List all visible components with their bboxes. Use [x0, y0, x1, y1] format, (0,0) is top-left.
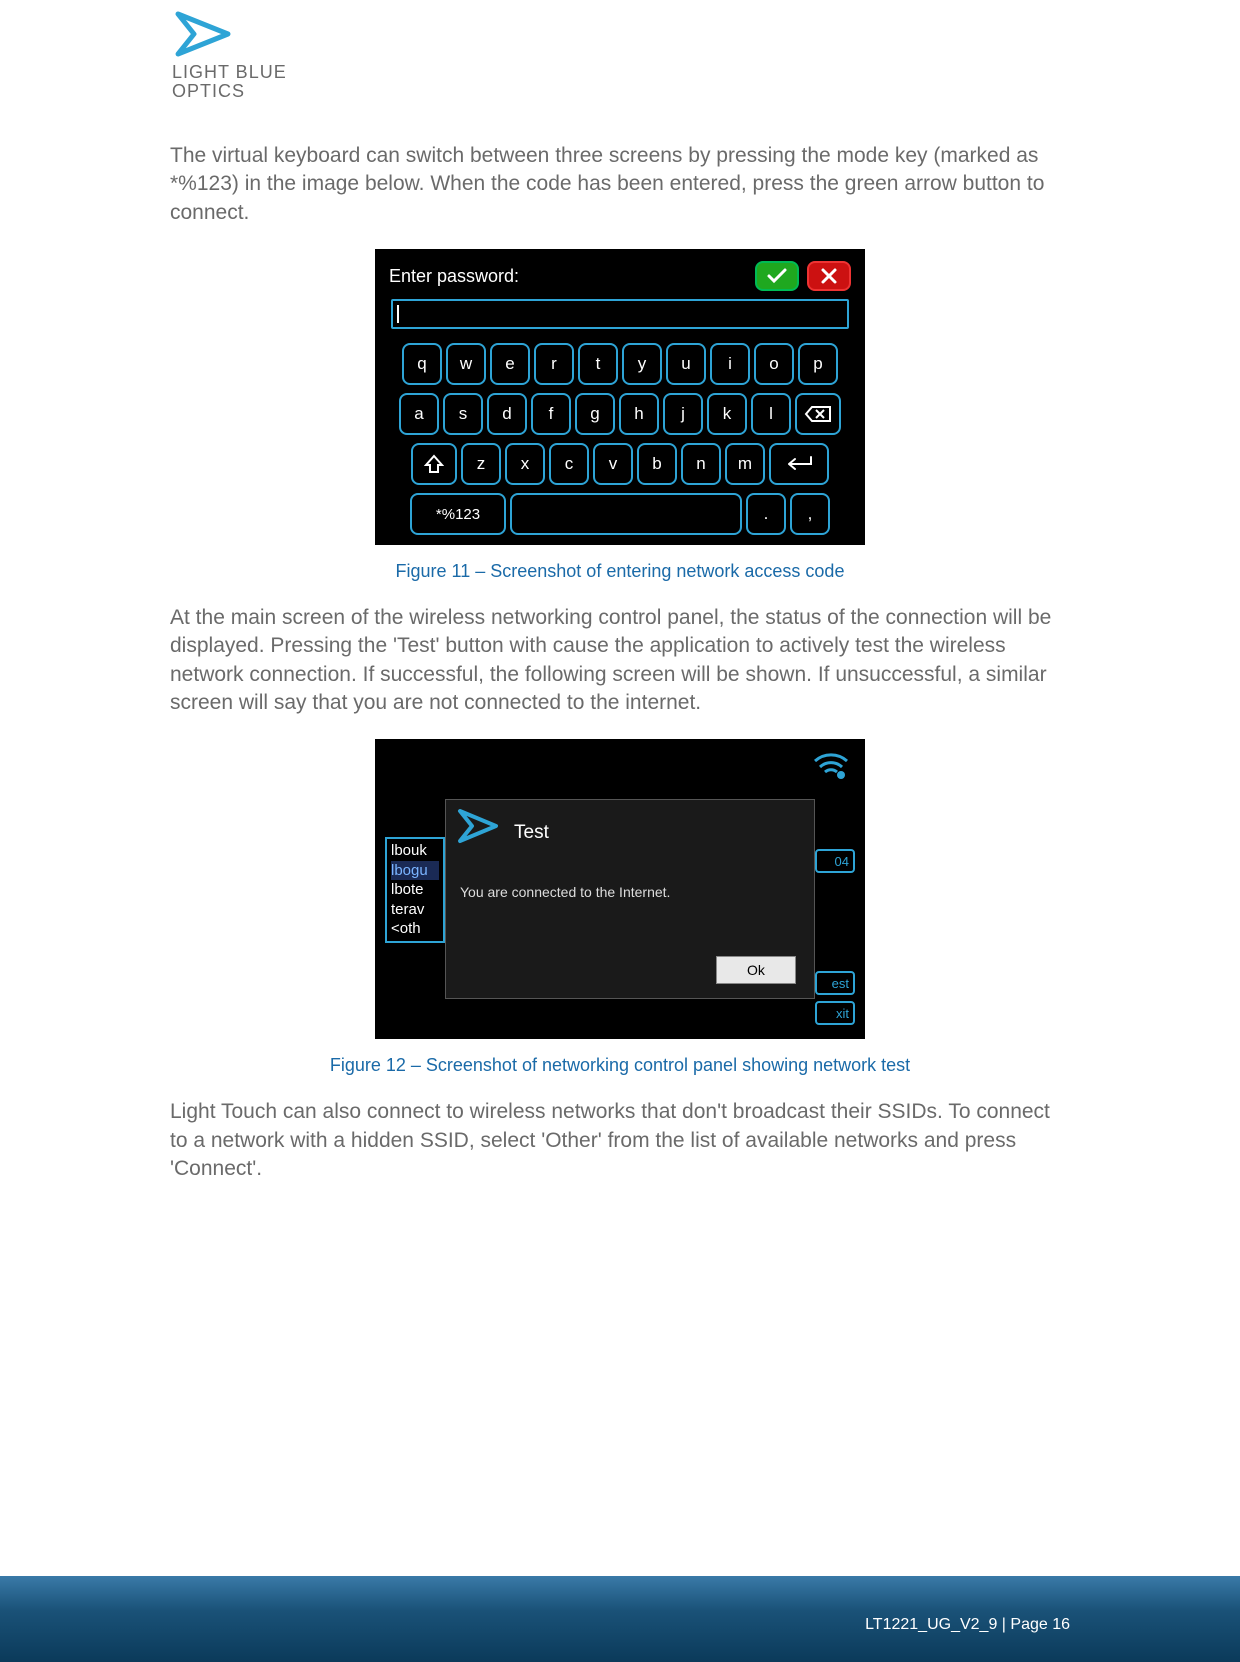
password-input[interactable] — [391, 299, 849, 329]
key-space[interactable] — [510, 493, 742, 535]
enter-icon — [781, 455, 817, 473]
logo-play-icon — [172, 10, 242, 58]
ok-button[interactable]: Ok — [716, 956, 796, 984]
keyboard-row-1: q w e r t y u i o p — [402, 343, 838, 385]
key-d[interactable]: d — [487, 393, 527, 435]
dialog-message: You are connected to the Internet. — [460, 884, 670, 900]
key-r[interactable]: r — [534, 343, 574, 385]
key-k[interactable]: k — [707, 393, 747, 435]
figure-11-caption: Figure 11 – Screenshot of entering netwo… — [170, 561, 1070, 582]
network-item[interactable]: lbote — [391, 880, 439, 900]
network-item[interactable]: lbouk — [391, 841, 439, 861]
key-e[interactable]: e — [490, 343, 530, 385]
paragraph-1: The virtual keyboard can switch between … — [170, 142, 1070, 227]
keyboard-row-2: a s d f g h j k l — [399, 393, 841, 435]
document-page: LIGHT BLUE OPTICS The virtual keyboard c… — [0, 0, 1240, 1183]
test-dialog: Test You are connected to the Internet. … — [445, 799, 815, 999]
keyboard-row-4: *%123 . , — [410, 493, 830, 535]
company-logo: LIGHT BLUE OPTICS — [172, 10, 1070, 102]
key-comma[interactable]: , — [790, 493, 830, 535]
key-h[interactable]: h — [619, 393, 659, 435]
key-j[interactable]: j — [663, 393, 703, 435]
cancel-button[interactable] — [807, 261, 851, 291]
key-x[interactable]: x — [505, 443, 545, 485]
key-v[interactable]: v — [593, 443, 633, 485]
partial-button-exit[interactable]: xit — [815, 1001, 855, 1025]
network-item-selected[interactable]: lbogu — [391, 861, 439, 881]
partial-button-test[interactable]: est — [815, 971, 855, 995]
doc-id: LT1221_UG_V2_9 — [865, 1616, 997, 1633]
key-u[interactable]: u — [666, 343, 706, 385]
key-y[interactable]: y — [622, 343, 662, 385]
paragraph-2: At the main screen of the wireless netwo… — [170, 604, 1070, 717]
page-footer: LT1221_UG_V2_9 | Page 16 — [0, 1576, 1240, 1662]
key-p[interactable]: p — [798, 343, 838, 385]
key-f[interactable]: f — [531, 393, 571, 435]
dialog-logo-icon — [456, 808, 504, 849]
key-mode[interactable]: *%123 — [410, 493, 506, 535]
backspace-icon — [804, 405, 832, 423]
key-n[interactable]: n — [681, 443, 721, 485]
key-l[interactable]: l — [751, 393, 791, 435]
partial-label-top: 04 — [815, 849, 855, 873]
page-number: Page 16 — [1010, 1616, 1070, 1633]
key-t[interactable]: t — [578, 343, 618, 385]
logo-line1: LIGHT BLUE — [172, 62, 1070, 83]
close-icon — [820, 267, 838, 285]
network-item[interactable]: <oth — [391, 919, 439, 939]
shift-icon — [424, 454, 444, 474]
key-o[interactable]: o — [754, 343, 794, 385]
footer-text: LT1221_UG_V2_9 | Page 16 — [865, 1616, 1070, 1634]
figure-12-caption: Figure 12 – Screenshot of networking con… — [170, 1055, 1070, 1076]
network-item[interactable]: terav — [391, 900, 439, 920]
paragraph-3: Light Touch can also connect to wireless… — [170, 1098, 1070, 1183]
dialog-title: Test — [514, 822, 549, 844]
key-s[interactable]: s — [443, 393, 483, 435]
key-z[interactable]: z — [461, 443, 501, 485]
key-b[interactable]: b — [637, 443, 677, 485]
check-icon — [766, 267, 788, 285]
key-q[interactable]: q — [402, 343, 442, 385]
password-prompt: Enter password: — [389, 266, 519, 287]
wifi-icon — [811, 747, 851, 784]
key-m[interactable]: m — [725, 443, 765, 485]
key-i[interactable]: i — [710, 343, 750, 385]
network-list[interactable]: lbouk lbogu lbote terav <oth — [385, 837, 445, 943]
key-enter[interactable] — [769, 443, 829, 485]
key-period[interactable]: . — [746, 493, 786, 535]
key-a[interactable]: a — [399, 393, 439, 435]
confirm-button[interactable] — [755, 261, 799, 291]
key-w[interactable]: w — [446, 343, 486, 385]
key-c[interactable]: c — [549, 443, 589, 485]
key-shift[interactable] — [411, 443, 457, 485]
key-g[interactable]: g — [575, 393, 615, 435]
keyboard-row-3: z x c v b n m — [411, 443, 829, 485]
keyboard-screenshot: Enter password: q w e r t y u i o p — [375, 249, 865, 545]
network-test-screenshot: lbouk lbogu lbote terav <oth 04 est xit … — [375, 739, 865, 1039]
logo-line2: OPTICS — [172, 81, 1070, 102]
key-backspace[interactable] — [795, 393, 841, 435]
